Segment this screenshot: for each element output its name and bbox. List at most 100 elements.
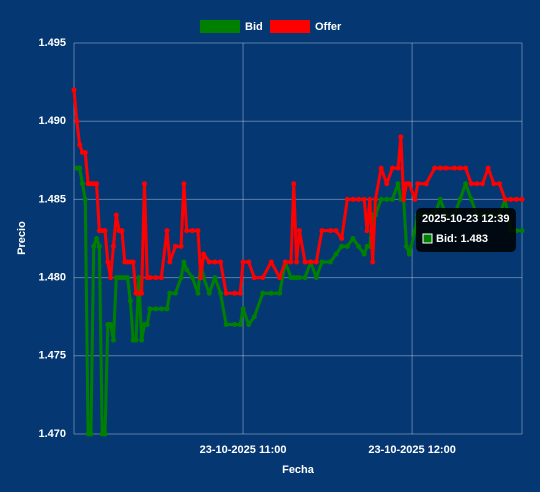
- tooltip-label: Bid: 1.483: [436, 233, 488, 245]
- point: [372, 196, 378, 202]
- point: [144, 322, 150, 328]
- point: [496, 181, 502, 187]
- point: [384, 181, 390, 187]
- point: [82, 149, 88, 155]
- legend-swatch: [270, 20, 310, 33]
- point: [240, 306, 246, 312]
- point: [291, 181, 297, 187]
- point: [333, 228, 339, 234]
- point: [232, 322, 238, 328]
- point: [158, 306, 164, 312]
- point: [491, 181, 497, 187]
- point: [277, 275, 283, 281]
- point: [277, 290, 283, 296]
- point: [189, 275, 195, 281]
- point: [350, 236, 356, 241]
- point: [110, 337, 116, 343]
- point: [223, 290, 229, 296]
- point: [367, 196, 373, 202]
- point: [294, 259, 300, 265]
- point: [451, 165, 457, 171]
- point: [406, 251, 412, 257]
- point: [79, 181, 85, 187]
- point: [125, 275, 131, 281]
- point: [237, 322, 243, 328]
- x-tick-label: 23-10-2025 12:00: [368, 444, 455, 456]
- point: [423, 181, 429, 187]
- point: [457, 196, 463, 202]
- point: [468, 181, 474, 187]
- point: [370, 259, 376, 265]
- point: [139, 337, 145, 343]
- point: [164, 306, 170, 312]
- point: [71, 87, 77, 93]
- point: [327, 259, 333, 265]
- point: [378, 196, 384, 202]
- legend-swatch: [200, 20, 240, 33]
- point: [113, 212, 119, 218]
- point: [356, 243, 362, 249]
- point: [474, 181, 480, 187]
- point: [260, 290, 266, 296]
- point: [339, 236, 345, 241]
- point: [172, 290, 178, 296]
- point: [437, 196, 443, 202]
- point: [457, 165, 463, 171]
- point: [102, 431, 108, 437]
- point: [91, 243, 97, 249]
- point: [519, 228, 525, 234]
- point: [251, 275, 257, 281]
- point: [251, 314, 257, 320]
- point: [288, 259, 294, 265]
- point: [361, 196, 367, 202]
- point: [94, 236, 100, 241]
- y-tick-label: 1.485: [38, 193, 66, 205]
- y-tick-label: 1.480: [38, 272, 66, 284]
- point: [212, 275, 218, 281]
- point: [195, 290, 201, 296]
- point: [136, 275, 142, 281]
- point: [218, 259, 224, 265]
- point: [178, 243, 184, 249]
- point: [364, 228, 370, 234]
- point: [401, 196, 407, 202]
- point: [184, 228, 190, 234]
- tooltip-title: 2025-10-23 12:39: [422, 213, 509, 225]
- point: [201, 251, 207, 257]
- point: [406, 181, 412, 187]
- point: [172, 243, 178, 249]
- point: [105, 259, 111, 265]
- point: [167, 259, 173, 265]
- point: [102, 228, 108, 234]
- point: [344, 196, 350, 202]
- point: [432, 165, 438, 171]
- point: [74, 118, 80, 124]
- point: [110, 243, 116, 249]
- point: [232, 290, 238, 296]
- point: [395, 181, 401, 187]
- point: [437, 165, 443, 171]
- point: [302, 259, 308, 265]
- point: [389, 165, 395, 171]
- point: [153, 306, 159, 312]
- point: [181, 259, 187, 265]
- point: [82, 196, 88, 202]
- point: [212, 259, 218, 265]
- point: [333, 251, 339, 257]
- point: [206, 290, 212, 296]
- point: [96, 243, 102, 249]
- point: [77, 165, 83, 171]
- point: [468, 196, 474, 202]
- point: [147, 275, 153, 281]
- point: [302, 275, 308, 281]
- point: [389, 196, 395, 202]
- point: [313, 259, 319, 265]
- point: [485, 165, 491, 171]
- point: [147, 306, 153, 312]
- point: [282, 259, 288, 265]
- point: [139, 290, 145, 296]
- point: [268, 290, 274, 296]
- point: [308, 259, 314, 265]
- point: [246, 322, 252, 328]
